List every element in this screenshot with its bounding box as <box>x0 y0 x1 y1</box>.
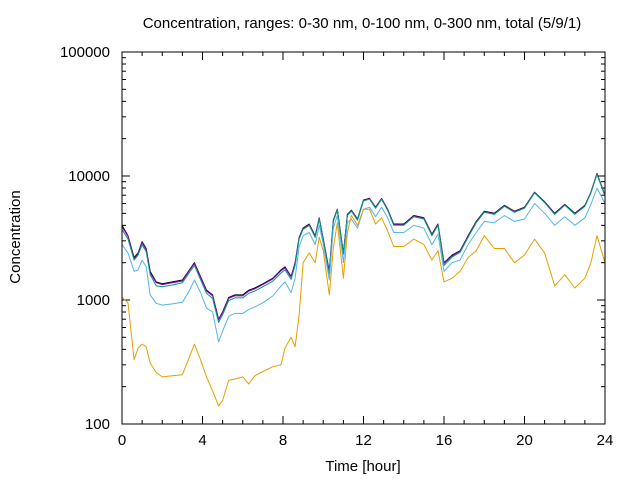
chart-title: Concentration, ranges: 0-30 nm, 0-100 nm… <box>143 15 582 32</box>
x-tick-label: 12 <box>355 432 372 449</box>
x-tick-label: 20 <box>516 432 533 449</box>
series-line-3 <box>121 173 606 323</box>
x-axis-label: Time [hour] <box>325 458 400 475</box>
axis-ticks <box>121 51 606 425</box>
y-tick-label: 1000 <box>77 292 110 309</box>
plot-series <box>121 172 606 407</box>
series-line-4 <box>121 187 606 343</box>
x-tick-label: 4 <box>198 432 206 449</box>
series-line-5 <box>121 208 606 407</box>
tick-labels: 0 4 8 12 16 20 24 100 1000 10000 100000 <box>60 44 613 449</box>
plot-frame <box>121 51 606 425</box>
x-tick-label: 24 <box>597 432 614 449</box>
y-tick-label: 10000 <box>68 168 110 185</box>
y-axis-label: Concentration <box>7 190 24 283</box>
x-tick-label: 16 <box>436 432 453 449</box>
x-tick-label: 8 <box>279 432 287 449</box>
y-tick-label: 100000 <box>60 44 110 61</box>
x-tick-label: 0 <box>118 432 126 449</box>
y-tick-label: 100 <box>85 416 110 433</box>
